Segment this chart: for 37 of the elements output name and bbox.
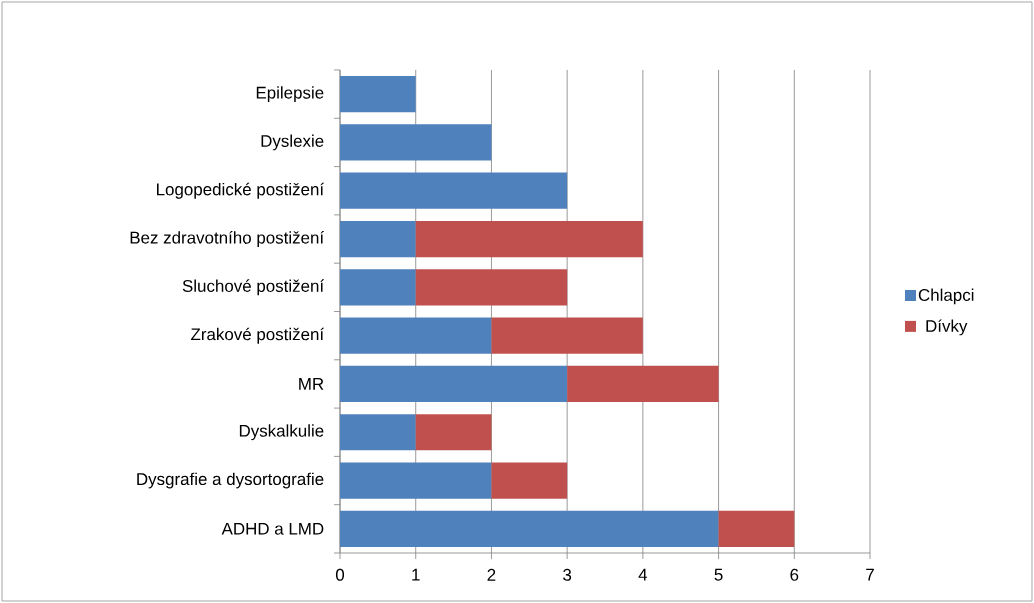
y-tick-label: Dysgrafie a dysortografie	[137, 472, 324, 489]
y-tick-label: Epilepsie	[256, 86, 324, 103]
bar	[340, 269, 416, 306]
x-tick-label: 7	[866, 568, 874, 581]
y-tick-label: ADHD a LMD	[221, 522, 324, 535]
bar	[718, 510, 795, 547]
legend-label: Dívky	[926, 319, 968, 336]
x-tick-label: 5	[714, 568, 723, 581]
bar	[340, 220, 416, 258]
y-tick-label: Sluchové postižení	[182, 279, 325, 296]
y-tick-label: Dyslexie	[261, 134, 324, 151]
y-tick-label: Dyskalkulie	[239, 424, 324, 441]
bar	[340, 510, 719, 547]
x-tick-label: 4	[638, 568, 648, 581]
bar	[340, 462, 492, 499]
y-tick-label: Bez zdravotního postižení	[130, 231, 325, 248]
bar	[415, 269, 568, 306]
legend-label: Chlapci	[918, 288, 974, 305]
y-tick-label: Logopedické postižení	[157, 182, 325, 199]
bar	[491, 317, 643, 354]
bar	[567, 365, 719, 403]
x-tick-label: 3	[563, 568, 572, 581]
bar	[491, 462, 568, 499]
y-tick-label: MR	[299, 378, 324, 390]
bar	[340, 76, 416, 113]
bar	[340, 124, 492, 161]
bar	[415, 414, 492, 451]
bar	[340, 172, 568, 209]
x-tick-label: 6	[790, 568, 799, 581]
bar	[340, 317, 492, 354]
bar	[340, 414, 416, 451]
x-tick-label: 1	[412, 568, 420, 581]
x-tick-label: 2	[487, 568, 496, 581]
bar	[340, 365, 568, 403]
bar	[415, 220, 643, 258]
x-tick-label: 0	[335, 568, 345, 581]
y-tick-label: Zrakové postižení	[191, 327, 325, 344]
